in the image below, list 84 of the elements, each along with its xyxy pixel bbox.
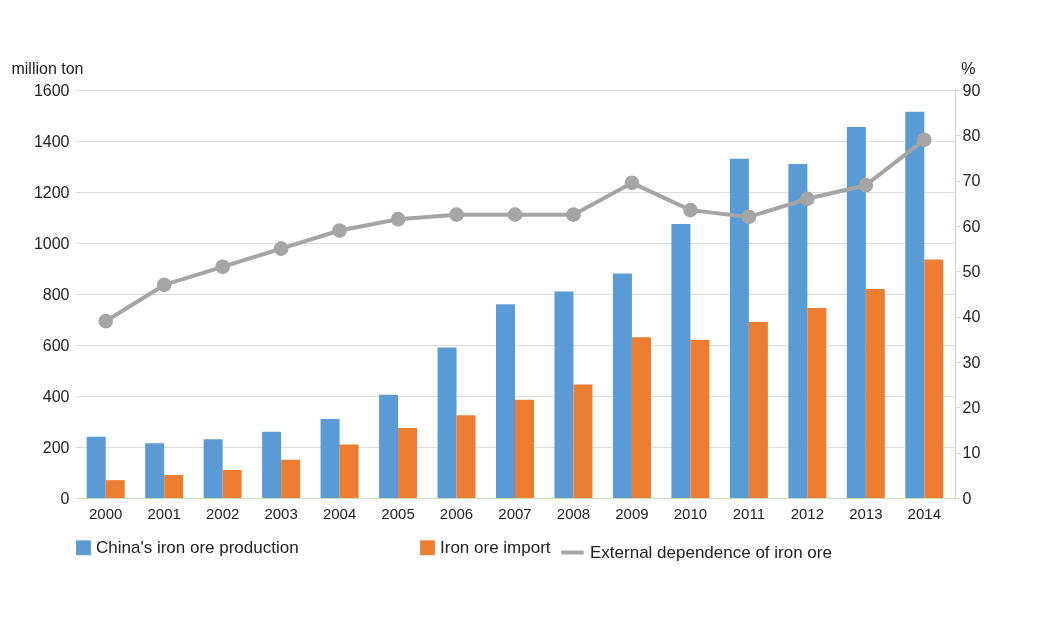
- x-tick-label: 2005: [381, 504, 415, 522]
- bar: [339, 444, 359, 498]
- y-tick-label: 600: [42, 336, 70, 354]
- y2-tick-label: 70: [962, 172, 981, 190]
- bar: [281, 459, 301, 498]
- y-tick-label: 800: [42, 285, 70, 303]
- bar: [905, 111, 925, 498]
- bar: [437, 347, 457, 498]
- legend-label: China's iron ore production: [96, 537, 299, 557]
- x-tick-label: 2008: [556, 504, 591, 522]
- y-tick-label: 0: [60, 489, 70, 507]
- bar: [807, 308, 827, 498]
- bar: [690, 339, 710, 498]
- x-tick-label: 2003: [264, 504, 298, 522]
- y2-tick-label: 30: [962, 353, 981, 371]
- x-tick-label: 2011: [732, 504, 766, 522]
- point: [683, 202, 698, 218]
- x-tick-label: 2000: [89, 504, 123, 522]
- bar: [573, 384, 593, 498]
- bar: [671, 223, 691, 498]
- point: [624, 175, 640, 191]
- x-tick-label: 2009: [615, 504, 649, 522]
- bar: [222, 469, 242, 498]
- bar: [105, 480, 125, 498]
- point: [916, 132, 932, 148]
- point: [858, 177, 874, 193]
- x-tick-label: 2001: [147, 504, 181, 522]
- point: [98, 313, 114, 329]
- bar: [748, 322, 768, 498]
- x-tick-label: 2012: [790, 504, 825, 522]
- y2-tick-label: 50: [962, 262, 981, 280]
- y-axis-title: million ton: [11, 59, 84, 77]
- legend-label: Iron ore import: [440, 537, 551, 557]
- bar: [554, 291, 574, 498]
- x-tick-label: 2013: [849, 504, 883, 522]
- bar: [612, 273, 632, 498]
- x-tick-label: 2007: [498, 504, 532, 522]
- legend-label: External dependence of iron ore: [590, 542, 832, 562]
- bar: [398, 427, 418, 498]
- bar: [924, 259, 944, 498]
- point: [449, 207, 464, 222]
- point: [273, 241, 289, 256]
- y2-tick-label: 20: [962, 398, 981, 416]
- x-tick-label: 2014: [907, 504, 941, 522]
- bar: [145, 443, 165, 498]
- y2-tick-label: 90: [962, 81, 981, 99]
- bar: [631, 337, 651, 498]
- bar: [379, 394, 399, 498]
- y-tick-label: 200: [42, 438, 70, 456]
- point: [741, 209, 757, 225]
- x-tick-label: 2002: [205, 504, 240, 522]
- bar: [456, 415, 476, 498]
- bar: [496, 304, 515, 498]
- bar: [164, 475, 184, 498]
- y-tick-label: 1200: [33, 183, 70, 201]
- y2-tick-label: 60: [962, 217, 981, 235]
- y2-tick-label: 80: [962, 126, 981, 144]
- y2-axis-title: %: [961, 59, 976, 77]
- point: [507, 207, 523, 222]
- bar: [86, 436, 106, 498]
- point: [332, 223, 347, 238]
- x-tick-label: 2004: [322, 504, 357, 522]
- y2-tick-label: 10: [962, 444, 981, 462]
- y2-tick-label: 40: [962, 308, 981, 326]
- bar: [262, 431, 282, 498]
- point: [215, 259, 230, 275]
- point: [156, 277, 172, 293]
- bar: [846, 126, 866, 498]
- y-tick-label: 1600: [33, 81, 70, 99]
- point: [390, 211, 406, 227]
- x-tick-label: 2006: [439, 504, 474, 522]
- bar: [788, 163, 808, 498]
- y2-tick-label: 0: [962, 489, 972, 507]
- point: [566, 207, 581, 222]
- y-tick-label: 1000: [33, 234, 70, 252]
- bar: [865, 288, 885, 498]
- y-tick-label: 400: [42, 387, 70, 405]
- x-tick-label: 2010: [673, 504, 708, 522]
- bar: [729, 158, 749, 498]
- bar: [320, 418, 340, 498]
- point: [800, 191, 815, 207]
- bar: [515, 399, 534, 498]
- bar: [203, 439, 223, 498]
- y-tick-label: 1400: [33, 132, 70, 150]
